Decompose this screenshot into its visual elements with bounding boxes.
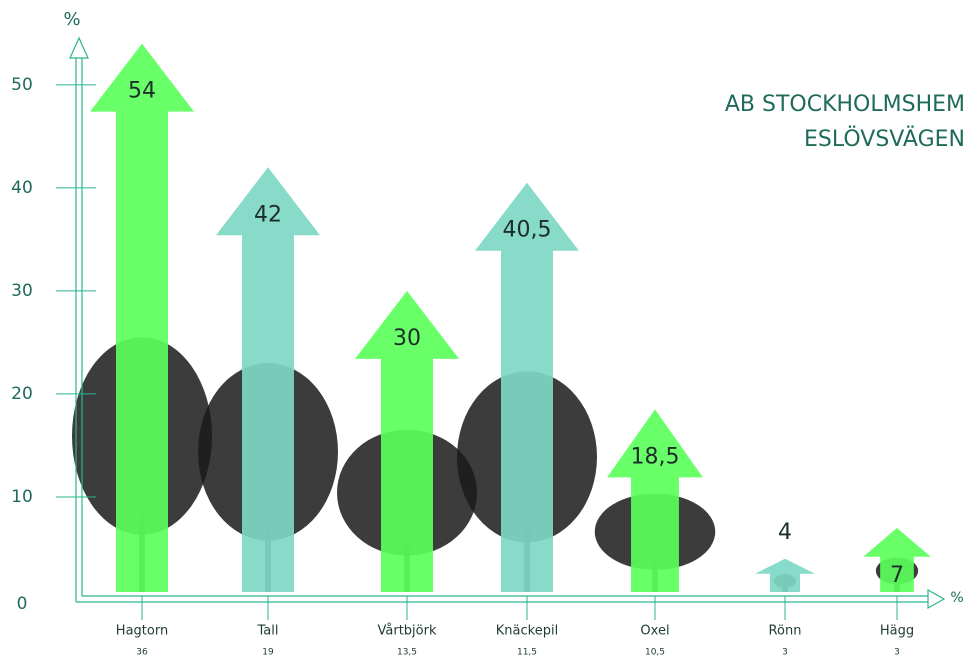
y-axis [69, 36, 89, 602]
y-tick-label: 0 [17, 594, 28, 614]
value-label: 7 [890, 563, 904, 588]
chart-title: AB STOCKHOLMSHEM [725, 92, 965, 117]
y-tick-label: 30 [11, 281, 33, 301]
x-tick-label: Hagtorn [116, 624, 168, 639]
x-tick-label: Vårtbjörk [378, 624, 437, 639]
value-label: 18,5 [631, 444, 680, 469]
value-label: 4 [778, 520, 792, 545]
secondary-label: 19 [262, 648, 274, 658]
secondary-label: 11,5 [517, 648, 537, 658]
value-label: 42 [254, 202, 282, 227]
value-label: 30 [393, 326, 421, 351]
y-tick-label: 10 [11, 487, 33, 507]
y-tick-label: 40 [11, 178, 33, 198]
secondary-label: 13,5 [397, 648, 417, 658]
arrow-bar [607, 409, 703, 592]
x-tick-label: Oxel [640, 624, 669, 639]
plot [72, 43, 931, 593]
value-label: 40,5 [503, 218, 552, 243]
chart-subtitle: ESLÖVSVÄGEN [804, 126, 965, 152]
arrow-bar [216, 167, 320, 592]
arrow-bar [90, 43, 194, 593]
x-tick-label: Tall [257, 624, 279, 639]
x-tick-label: Knäckepil [496, 624, 558, 639]
arrow-bar [355, 290, 459, 592]
axes [69, 36, 946, 610]
arrow-bar [475, 182, 579, 592]
secondary-label: 36 [136, 648, 148, 658]
x-tick-label: Hägg [880, 624, 914, 639]
y-tick-label: 50 [11, 75, 33, 95]
secondary-label: 3 [782, 648, 788, 658]
secondary-label: 10,5 [645, 648, 665, 658]
arrow-bar [755, 558, 815, 592]
x-tick-label: Rönn [769, 624, 802, 639]
y-tick-label: 20 [11, 384, 33, 404]
secondary-label: 3 [894, 648, 900, 658]
x-axis-label: % [950, 590, 963, 606]
value-label: 54 [128, 79, 156, 104]
x-axis [76, 588, 946, 610]
arrow-bar [863, 527, 931, 592]
y-axis-label: % [63, 9, 80, 30]
